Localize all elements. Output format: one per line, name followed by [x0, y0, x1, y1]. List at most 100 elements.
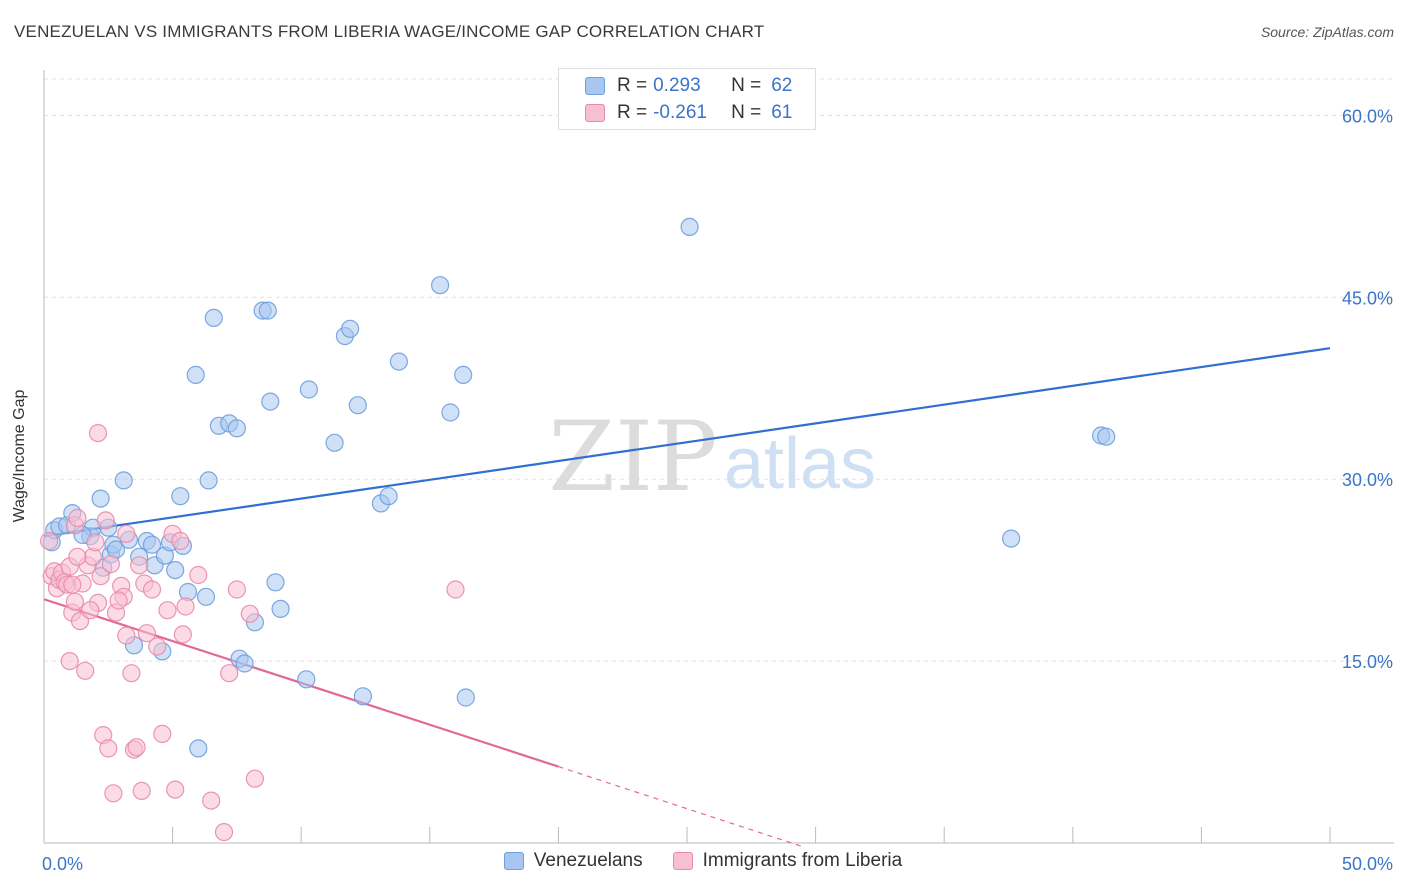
legend-n-value: 61 [771, 102, 793, 123]
legend-r-label: R = [617, 102, 648, 123]
chart-title: VENEZUELAN VS IMMIGRANTS FROM LIBERIA WA… [14, 22, 765, 41]
point-venezuelans [1097, 427, 1116, 446]
point-liberia [214, 822, 234, 842]
point-venezuelans [1001, 529, 1021, 548]
point-liberia [189, 565, 208, 585]
point-venezuelans [235, 654, 254, 673]
x-tick-label: 50.0% [1342, 854, 1393, 874]
point-venezuelans [441, 403, 460, 422]
point-liberia [91, 567, 110, 586]
point-liberia [173, 625, 192, 644]
point-venezuelans [189, 739, 208, 758]
series-swatch-venezuelans [503, 852, 524, 870]
legend-r-value: -0.261 [653, 102, 707, 123]
series-label-liberia: Immigrants from Liberia [702, 850, 903, 871]
legend-swatch-liberia [585, 104, 605, 122]
y-axis-label: Wage/Income Gap [11, 389, 28, 523]
point-liberia [39, 531, 59, 551]
point-liberia [63, 575, 82, 594]
point-liberia [240, 604, 259, 623]
point-liberia [166, 780, 185, 799]
series-label-venezuelans: Venezuelans [533, 850, 643, 871]
point-venezuelans [227, 419, 246, 438]
point-liberia [60, 651, 79, 671]
point-venezuelans [454, 365, 473, 384]
point-liberia [122, 664, 141, 683]
legend-r-label: R = [617, 75, 648, 96]
point-liberia [245, 769, 264, 788]
point-liberia [68, 508, 87, 528]
point-liberia [117, 626, 136, 645]
point-venezuelans [261, 392, 280, 411]
point-venezuelans [353, 687, 372, 706]
point-liberia [153, 724, 172, 744]
point-liberia [202, 791, 221, 810]
point-liberia [81, 601, 100, 620]
legend-row-venezuelans: R = 0.293 N = 62 [585, 73, 792, 99]
point-liberia [171, 531, 190, 551]
point-liberia [104, 784, 123, 803]
correlation-legend: R = 0.293 N = 62 R = -0.261 N = 61 [558, 68, 816, 130]
point-venezuelans [680, 217, 699, 236]
y-tick-label: 45.0% [1342, 288, 1393, 308]
point-liberia [227, 580, 246, 599]
point-liberia [132, 781, 151, 801]
point-liberia [127, 738, 146, 757]
point-liberia [101, 554, 121, 574]
point-venezuelans [297, 670, 316, 689]
point-venezuelans [199, 471, 218, 490]
point-liberia [96, 511, 115, 530]
point-liberia [68, 547, 87, 566]
point-liberia [148, 637, 167, 656]
point-liberia [220, 664, 239, 683]
point-venezuelans [271, 599, 290, 619]
point-liberia [76, 661, 95, 680]
point-venezuelans [91, 489, 110, 508]
point-liberia [158, 601, 177, 620]
point-venezuelans [266, 573, 285, 592]
legend-swatch-venezuelans [585, 77, 605, 95]
point-venezuelans [348, 396, 367, 415]
point-venezuelans [456, 688, 475, 707]
point-venezuelans [186, 365, 205, 384]
point-liberia [65, 592, 85, 611]
grid-lines [44, 78, 1394, 662]
x-tick-label: 0.0% [42, 854, 83, 874]
trend-line-liberia-extension [558, 766, 803, 848]
point-venezuelans [431, 276, 450, 295]
point-venezuelans [196, 587, 216, 606]
legend-n-value: 62 [771, 75, 793, 96]
point-venezuelans [114, 471, 133, 490]
point-liberia [137, 624, 156, 643]
chart-source: Source: ZipAtlas.com [1260, 24, 1394, 40]
point-venezuelans [142, 535, 162, 554]
point-venezuelans [166, 560, 185, 580]
y-tick-label: 15.0% [1342, 652, 1393, 672]
watermark-zip: ZIP [548, 401, 717, 513]
y-tick-label: 30.0% [1342, 470, 1393, 490]
point-liberia [117, 524, 136, 543]
point-liberia [99, 739, 118, 758]
point-venezuelans [171, 487, 190, 506]
point-liberia [176, 597, 195, 616]
point-liberia [109, 591, 128, 610]
point-venezuelans [341, 319, 360, 338]
point-liberia [130, 556, 149, 575]
trend-line-venezuelans [43, 347, 1331, 538]
tick-labels: 15.0% 30.0% 45.0% 60.0% 0.0% 50.0% [42, 106, 1393, 874]
axes [43, 70, 1394, 844]
legend-row-liberia: R = -0.261 N = 61 [585, 100, 792, 126]
point-venezuelans [258, 301, 277, 320]
point-venezuelans [325, 433, 344, 452]
point-liberia [446, 580, 465, 599]
legend-r-value: 0.293 [653, 75, 701, 96]
legend-n-label: N = [731, 102, 762, 123]
series-legend-venezuelans[interactable]: Venezuelans [503, 850, 643, 872]
point-venezuelans [204, 308, 223, 327]
series-swatch-liberia [672, 852, 693, 870]
legend-n-label: N = [731, 75, 762, 96]
watermark-atlas: atlas [724, 424, 876, 504]
point-liberia [86, 533, 105, 552]
point-liberia [88, 424, 108, 443]
series-legend-liberia[interactable]: Immigrants from Liberia [672, 850, 903, 872]
